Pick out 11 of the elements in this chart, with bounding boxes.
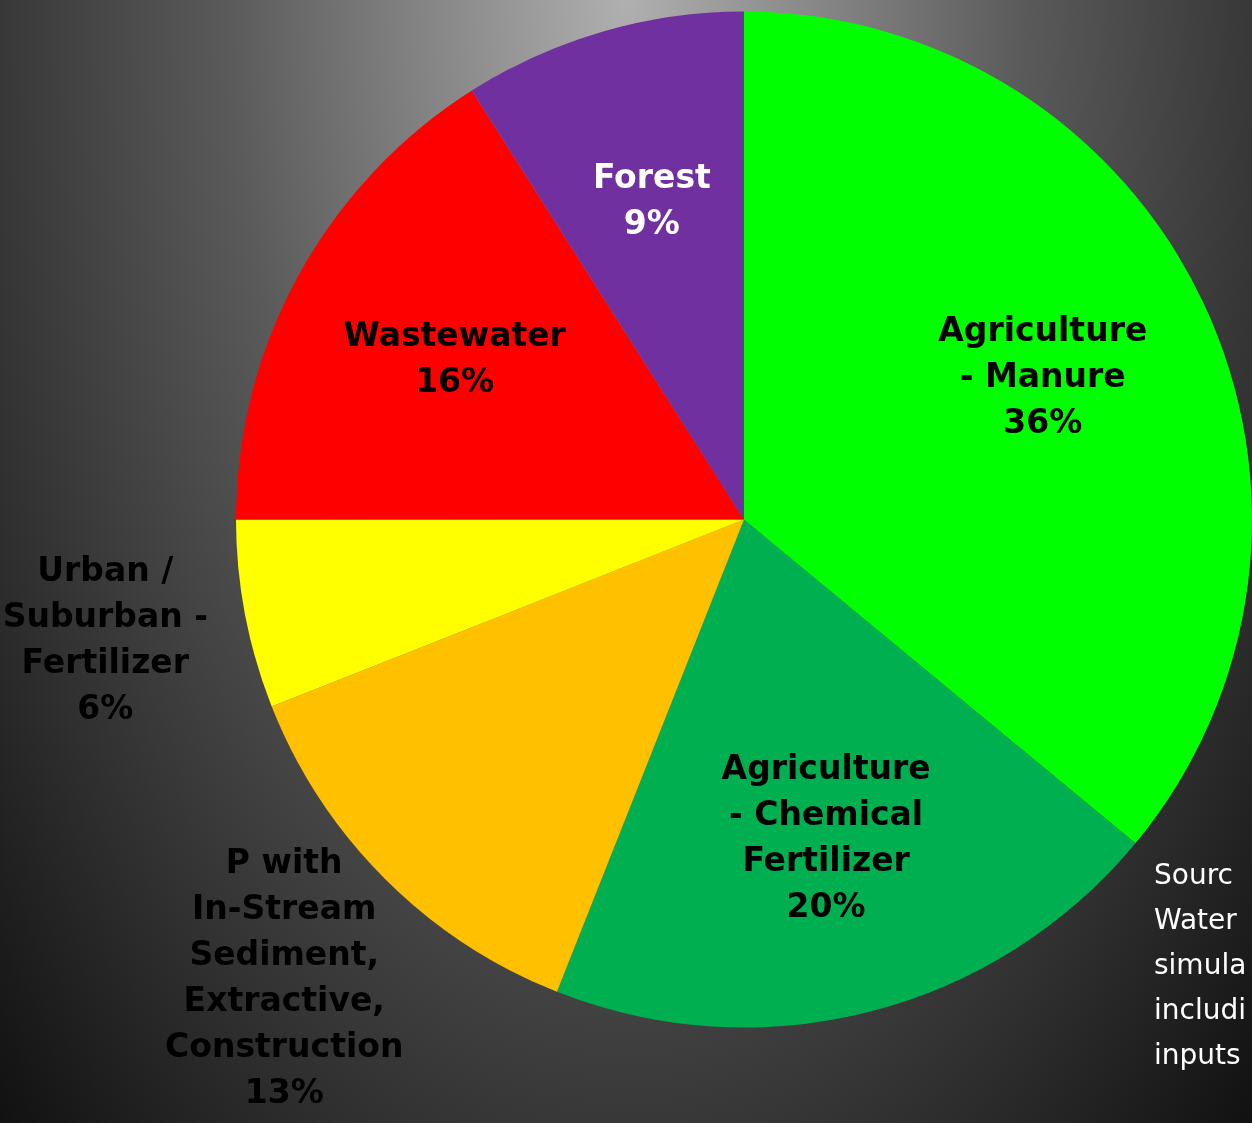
slice-label: Agriculture - Manure	[938, 310, 1148, 396]
slice-label: Urban / Suburban - Fertilizer	[2, 549, 208, 681]
slice-label: Wastewater	[343, 315, 567, 354]
text: Sourc Water simula includi inputs	[1154, 857, 1247, 1073]
slice-label: P with In-Stream Sediment, Extractive, Construction	[165, 841, 404, 1065]
data-label: 16%	[415, 361, 495, 400]
data-label: 20%	[786, 885, 866, 925]
slice-label: Agriculture - Chemical Fertilizer	[721, 747, 931, 879]
data-label: 36%	[1003, 402, 1083, 442]
slice-label: Forest	[592, 156, 712, 196]
data-label: 9%	[623, 202, 680, 242]
